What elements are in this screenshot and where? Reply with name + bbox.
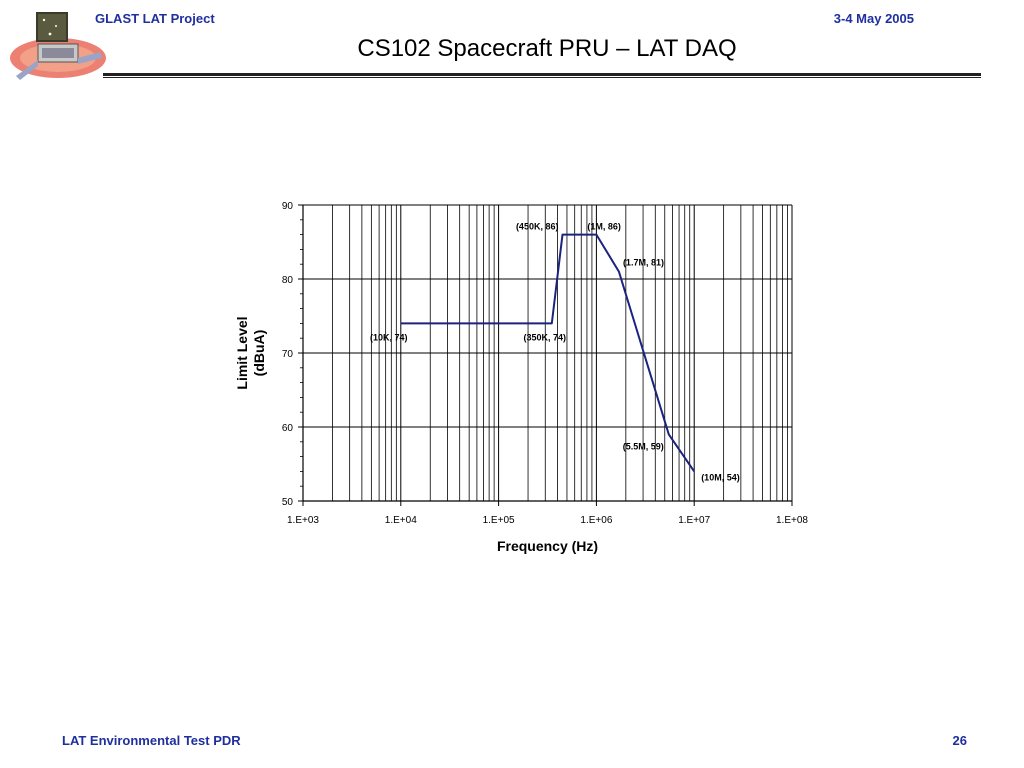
point-annotation: (350K, 74): [524, 332, 567, 342]
page-number: 26: [952, 733, 967, 748]
y-axis-label-line: (dBuA): [251, 330, 267, 377]
y-tick-label: 80: [282, 275, 294, 286]
presentation-date: 3-4 May 2005: [833, 11, 914, 26]
glast-satellite-logo-icon: [10, 12, 106, 80]
y-tick-label: 60: [282, 423, 294, 434]
project-name: GLAST LAT Project: [95, 11, 215, 26]
x-tick-label: 1.E+06: [580, 515, 612, 526]
x-tick-label: 1.E+03: [287, 515, 319, 526]
page-title: CS102 Spacecraft PRU – LAT DAQ: [357, 35, 737, 62]
x-tick-label: 1.E+08: [776, 515, 808, 526]
header-divider: [103, 73, 981, 78]
point-annotation: (5.5M, 59): [623, 441, 664, 451]
point-annotation: (10K, 74): [370, 332, 408, 342]
point-annotation: (1M, 86): [587, 222, 621, 232]
x-axis-label: Frequency (Hz): [497, 538, 598, 554]
point-annotation: (10M, 54): [701, 472, 740, 482]
y-tick-label: 70: [282, 349, 294, 360]
footer-title: LAT Environmental Test PDR: [62, 733, 241, 748]
x-tick-label: 1.E+07: [678, 515, 710, 526]
y-axis-label-line: Limit Level: [234, 316, 250, 389]
point-annotation: (1.7M, 81): [623, 258, 664, 268]
limit-series-line: [400, 233, 696, 472]
x-tick-label: 1.E+04: [385, 515, 417, 526]
x-tick-label: 1.E+05: [483, 515, 515, 526]
y-axis-label: Limit Level(dBuA): [234, 316, 267, 389]
point-annotation: (450K, 86): [516, 222, 559, 232]
y-tick-label: 90: [282, 201, 294, 212]
y-tick-label: 50: [282, 497, 294, 508]
